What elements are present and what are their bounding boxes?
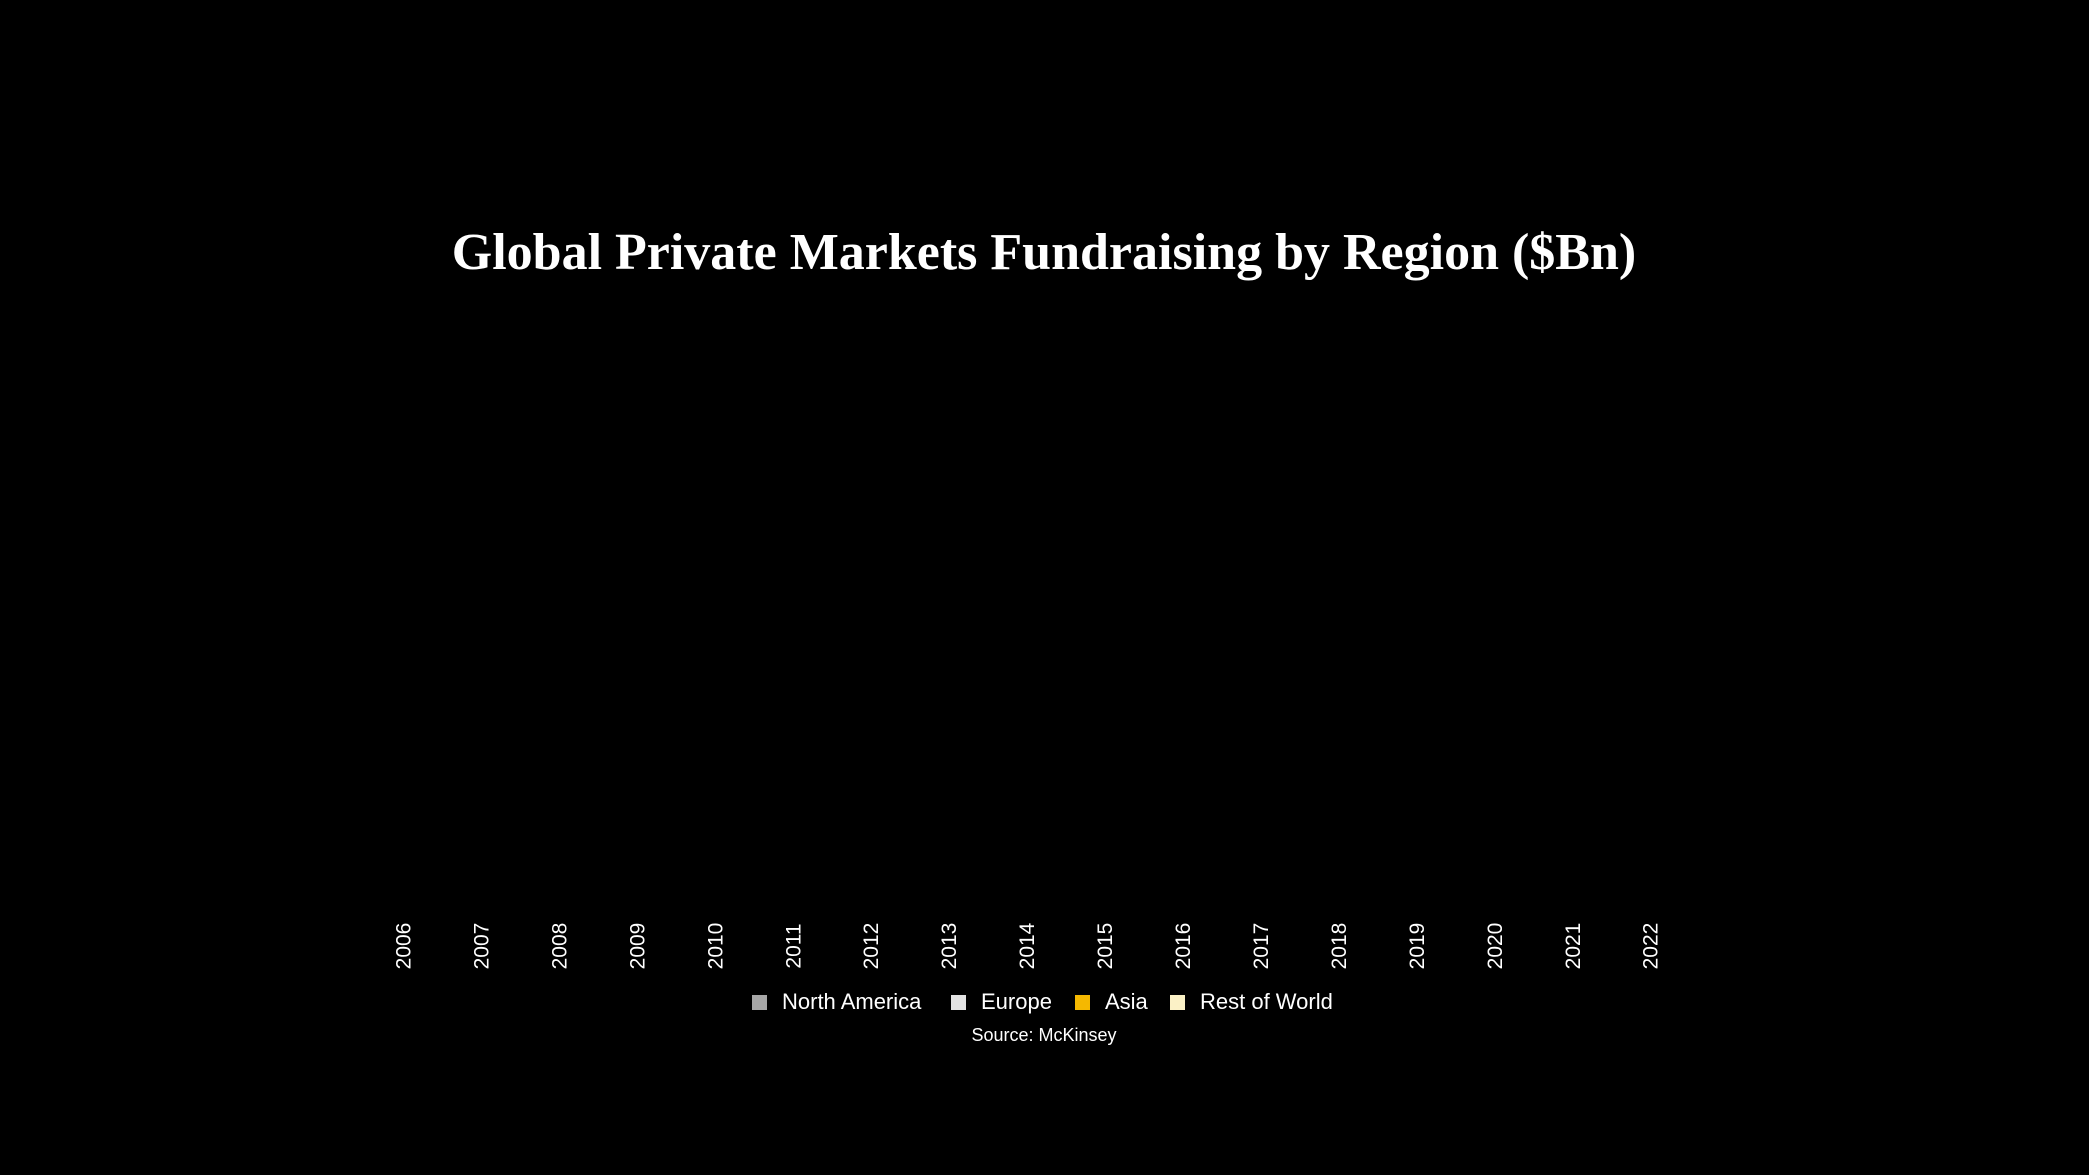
x-tick-label: 2015 — [1094, 923, 1117, 970]
x-tick-label: 2006 — [393, 923, 416, 970]
x-tick-label: 2022 — [1640, 923, 1663, 970]
source: Source: McKinsey — [971, 1025, 1116, 1045]
legend-swatch — [1075, 995, 1090, 1010]
legend-label: Rest of World — [1200, 989, 1333, 1014]
x-tick-label: 2011 — [782, 923, 805, 968]
x-tick-label: 2019 — [1406, 923, 1429, 970]
x-tick-label: 2012 — [860, 923, 883, 970]
x-tick-label: 2017 — [1250, 923, 1273, 970]
x-tick-label: 2013 — [938, 923, 961, 970]
x-tick-label: 2018 — [1328, 923, 1351, 970]
legend-label: North America — [782, 989, 922, 1014]
legend-swatch — [1170, 995, 1185, 1010]
x-tick-label: 2020 — [1484, 923, 1507, 970]
x-tick-label: 2016 — [1172, 923, 1195, 970]
x-tick-label: 2021 — [1562, 923, 1585, 970]
legend-swatch — [951, 995, 966, 1010]
legend-label: Asia — [1105, 989, 1149, 1014]
x-tick-label: 2008 — [548, 923, 571, 970]
x-tick-label: 2009 — [626, 923, 649, 970]
x-tick-label: 2014 — [1016, 922, 1039, 969]
legend-swatch — [752, 995, 767, 1010]
x-tick-label: 2007 — [470, 923, 493, 970]
legend-label: Europe — [981, 989, 1052, 1014]
chart-title: Global Private Markets Fundraising by Re… — [452, 224, 1636, 281]
x-tick-label: 2010 — [704, 923, 727, 970]
